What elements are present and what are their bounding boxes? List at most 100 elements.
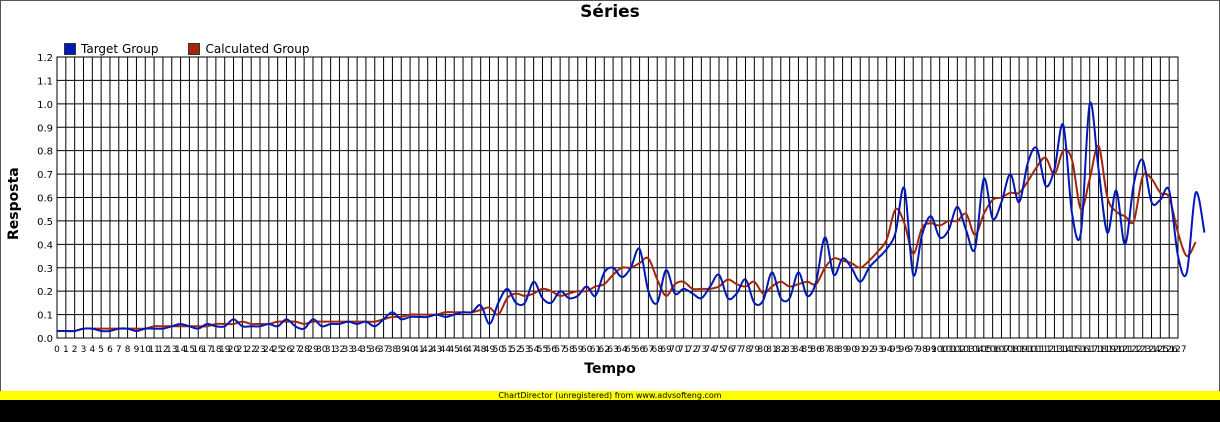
x-tick-label: 14 <box>175 345 187 355</box>
series-line-calculated-group <box>56 144 1197 333</box>
x-tick-label: 10 <box>140 345 152 355</box>
y-tick-label: 0.2 <box>37 287 53 298</box>
x-tick-label: 126 <box>1161 345 1178 355</box>
y-tick-label: 0.1 <box>37 311 53 322</box>
x-tick-label: 101 <box>940 345 957 355</box>
x-tick-label: 52 <box>510 345 521 355</box>
x-tick-label: 21 <box>237 345 248 355</box>
x-tick-label: 53 <box>519 345 530 355</box>
x-tick-label: 72 <box>687 345 698 355</box>
x-tick-label: 89 <box>837 345 849 355</box>
x-tick-label: 45 <box>448 345 459 355</box>
x-tick-label: 41 <box>413 345 424 355</box>
x-tick-label: 98 <box>916 345 928 355</box>
x-tick-label: 90 <box>846 345 858 355</box>
x-tick-label: 28 <box>298 345 310 355</box>
x-tick-label: 9 <box>134 345 140 355</box>
x-tick-label: 42 <box>422 345 433 355</box>
x-tick-label: 54 <box>528 345 540 355</box>
x-tick-label: 97 <box>907 345 918 355</box>
x-tick-label: 88 <box>828 345 840 355</box>
x-tick-label: 39 <box>396 345 408 355</box>
x-tick-label: 115 <box>1063 345 1080 355</box>
y-tick-label: 0.6 <box>37 194 53 205</box>
bottom-bar <box>0 400 1220 422</box>
legend: Target Group Calculated Group <box>64 42 310 56</box>
x-tick-label: 107 <box>993 345 1010 355</box>
x-tick-label: 24 <box>263 345 275 355</box>
x-tick-label: 84 <box>793 345 805 355</box>
x-tick-label: 1 <box>63 345 69 355</box>
x-tick-label: 96 <box>899 345 911 355</box>
x-tick-label: 125 <box>1152 345 1169 355</box>
x-tick-label: 11 <box>148 345 159 355</box>
x-tick-label: 75 <box>713 345 724 355</box>
x-tick-label: 22 <box>245 345 256 355</box>
x-tick-label: 57 <box>554 345 565 355</box>
x-tick-label: 62 <box>599 345 610 355</box>
x-tick-label: 37 <box>378 345 389 355</box>
x-tick-label: 31 <box>325 345 336 355</box>
x-tick-label: 0 <box>54 345 60 355</box>
x-tick-label: 105 <box>975 345 992 355</box>
x-tick-label: 26 <box>281 345 293 355</box>
x-tick-label: 87 <box>819 345 830 355</box>
x-tick-label: 112 <box>1037 345 1054 355</box>
x-tick-label: 70 <box>669 345 681 355</box>
x-tick-label: 58 <box>563 345 575 355</box>
x-tick-label: 83 <box>784 345 795 355</box>
x-tick-label: 15 <box>184 345 195 355</box>
x-tick-label: 80 <box>757 345 769 355</box>
x-tick-label: 46 <box>457 345 469 355</box>
x-tick-label: 56 <box>546 345 558 355</box>
x-tick-label: 16 <box>193 345 205 355</box>
x-tick-label: 25 <box>272 345 283 355</box>
x-tick-label: 38 <box>387 345 399 355</box>
x-tick-label: 78 <box>740 345 752 355</box>
x-tick-label: 43 <box>431 345 442 355</box>
x-tick-label: 7 <box>116 345 122 355</box>
x-tick-label: 117 <box>1081 345 1098 355</box>
x-tick-label: 19 <box>219 345 231 355</box>
x-tick-label: 81 <box>766 345 777 355</box>
x-tick-label: 36 <box>369 345 381 355</box>
y-tick-label: 0.0 <box>37 334 53 345</box>
x-tick-label: 50 <box>493 345 505 355</box>
legend-item-calculated: Calculated Group <box>188 42 310 56</box>
x-tick-label: 60 <box>581 345 593 355</box>
x-tick-label: 32 <box>334 345 345 355</box>
x-tick-label: 119 <box>1099 345 1116 355</box>
x-tick-label: 66 <box>634 345 646 355</box>
x-tick-label: 55 <box>537 345 548 355</box>
x-tick-label: 124 <box>1143 345 1160 355</box>
x-tick-label: 85 <box>802 345 813 355</box>
x-tick-label: 113 <box>1046 345 1063 355</box>
chart-title: Séries <box>580 2 640 22</box>
x-tick-label: 44 <box>440 345 452 355</box>
x-tick-label: 99 <box>925 345 937 355</box>
x-tick-label: 48 <box>475 345 487 355</box>
x-tick-label: 23 <box>254 345 265 355</box>
x-tick-label: 77 <box>731 345 742 355</box>
x-tick-label: 68 <box>651 345 663 355</box>
x-tick-label: 3 <box>81 345 87 355</box>
x-tick-label: 12 <box>157 345 168 355</box>
x-tick-label: 111 <box>1028 345 1045 355</box>
x-tick-label: 69 <box>660 345 672 355</box>
x-tick-label: 121 <box>1116 345 1133 355</box>
x-tick-label: 20 <box>228 345 240 355</box>
x-tick-label: 35 <box>360 345 371 355</box>
x-tick-label: 67 <box>643 345 654 355</box>
y-axis-label: Resposta <box>6 167 22 240</box>
x-tick-label: 2 <box>72 345 78 355</box>
legend-item-target: Target Group <box>64 42 158 56</box>
y-tick-label: 1.0 <box>37 100 53 111</box>
y-tick-label: 0.5 <box>37 217 53 228</box>
x-tick-label: 108 <box>1002 345 1019 355</box>
x-tick-label: 73 <box>696 345 707 355</box>
x-tick-label: 71 <box>678 345 689 355</box>
y-tick-label: 0.9 <box>37 123 53 134</box>
y-tick-label: 0.8 <box>37 147 53 158</box>
x-tick-label: 114 <box>1055 345 1072 355</box>
series-line-target-group <box>56 101 1206 333</box>
